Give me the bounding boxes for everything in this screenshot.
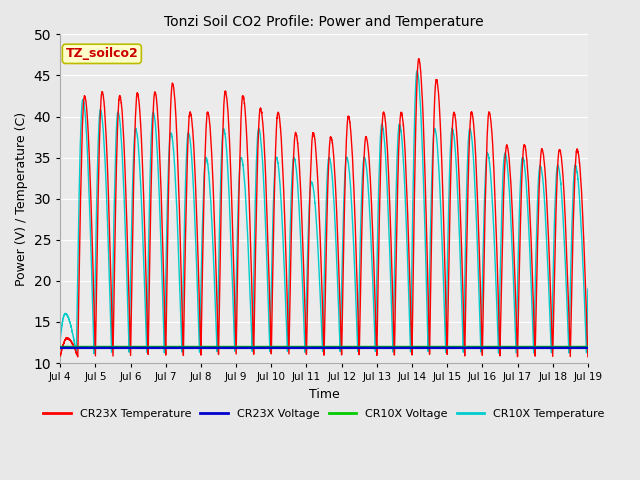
- Text: TZ_soilco2: TZ_soilco2: [65, 48, 138, 60]
- Title: Tonzi Soil CO2 Profile: Power and Temperature: Tonzi Soil CO2 Profile: Power and Temper…: [164, 15, 484, 29]
- X-axis label: Time: Time: [308, 388, 339, 401]
- Legend: CR23X Temperature, CR23X Voltage, CR10X Voltage, CR10X Temperature: CR23X Temperature, CR23X Voltage, CR10X …: [39, 404, 609, 423]
- Y-axis label: Power (V) / Temperature (C): Power (V) / Temperature (C): [15, 112, 28, 286]
